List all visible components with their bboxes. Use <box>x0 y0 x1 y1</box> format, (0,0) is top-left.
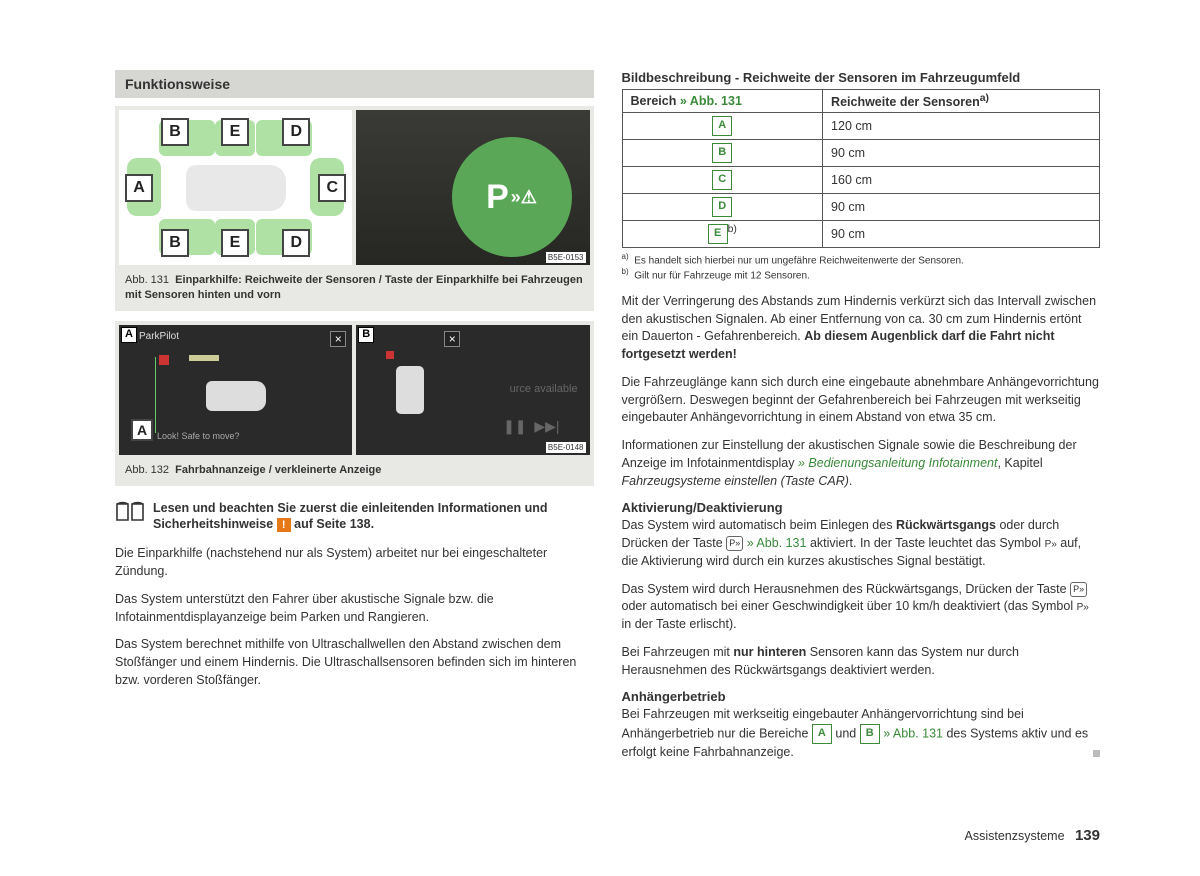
section-title: Funktionsweise <box>115 70 594 98</box>
zone-label-d: D <box>282 118 310 146</box>
table-row: A120 cm <box>622 113 1100 140</box>
activation-p2: Das System wird durch Herausnehmen des R… <box>622 581 1101 634</box>
figure-132: A ParkPilot × A Look! Safe to move? B × … <box>115 321 594 486</box>
zone-label-b: B <box>161 118 189 146</box>
hint-text: Look! Safe to move? <box>157 431 240 441</box>
zone-callout-a: A <box>131 419 153 441</box>
close-icon[interactable]: × <box>330 331 346 347</box>
panel-label-b: B <box>358 327 374 343</box>
figure-131: A B B C D D E E P»⚠ B5E-0153 <box>115 106 594 311</box>
fig132-left-image: A ParkPilot × A Look! Safe to move? <box>119 325 352 455</box>
body-r3: Informationen zur Einstellung der akusti… <box>622 437 1101 490</box>
heading-trailer: Anhängerbetrieb <box>622 689 1101 704</box>
activation-p1: Das System wird automatisch beim Einlege… <box>622 517 1101 570</box>
fig131-caption: Abb. 131 Einparkhilfe: Reichweite der Se… <box>119 269 590 307</box>
panel-label-a: A <box>121 327 137 343</box>
activation-p3: Bei Fahrzeugen mit nur hinteren Sensoren… <box>622 644 1101 680</box>
table-title: Bildbeschreibung - Reichweite der Sensor… <box>622 70 1101 85</box>
body-p1: Die Einparkhilfe (nachstehend nur als Sy… <box>115 545 594 581</box>
zone-label-e2: E <box>221 229 249 257</box>
table-row: C160 cm <box>622 167 1100 194</box>
body-p3: Das System berechnet mithilfe von Ultras… <box>115 636 594 689</box>
body-warn: Mit der Verringerung des Abstands zum Hi… <box>622 293 1101 364</box>
read-first-notice: Lesen und beachten Sie zuerst die einlei… <box>115 500 594 534</box>
warning-icon: ! <box>277 518 291 532</box>
zone-label-b2: B <box>161 229 189 257</box>
heading-activation: Aktivierung/Deaktivierung <box>622 500 1101 515</box>
park-button-callout: P»⚠ <box>452 137 572 257</box>
close-icon[interactable]: × <box>444 331 460 347</box>
table-row: Eb)90 cm <box>622 221 1100 248</box>
body-p2: Das System unterstützt den Fahrer über a… <box>115 591 594 627</box>
page-footer: Assistenzsysteme 139 <box>965 827 1100 844</box>
source-text: urce available <box>510 383 578 395</box>
zone-label-e: E <box>221 118 249 146</box>
book-icon <box>115 500 145 534</box>
image-code: B5E-0148 <box>546 442 586 453</box>
fig132-right-image: B × urce available ❚❚ ▶▶| B5E-0148 <box>356 325 589 455</box>
fig131-left-image: A B B C D D E E <box>119 110 352 265</box>
table-row: B90 cm <box>622 140 1100 167</box>
fig131-right-image: P»⚠ B5E-0153 <box>356 110 589 265</box>
zone-label-d2: D <box>282 229 310 257</box>
zone-label-a: A <box>125 174 153 202</box>
image-code: B5E-0153 <box>546 252 586 263</box>
zone-label-c: C <box>318 174 346 202</box>
sensor-range-table: Bereich » Abb. 131 Reichweite der Sensor… <box>622 89 1101 248</box>
section-end-icon <box>1093 750 1100 757</box>
parkpilot-label: ParkPilot <box>139 331 179 342</box>
trailer-p1: Bei Fahrzeugen mit werkseitig eingebaute… <box>622 706 1101 762</box>
fig132-caption: Abb. 132 Fahrbahnanzeige / verkleinerte … <box>119 459 590 482</box>
body-r2: Die Fahrzeuglänge kann sich durch eine e… <box>622 374 1101 427</box>
table-footnotes: a) Es handelt sich hierbei nur um ungefä… <box>622 252 1101 283</box>
table-row: D90 cm <box>622 194 1100 221</box>
